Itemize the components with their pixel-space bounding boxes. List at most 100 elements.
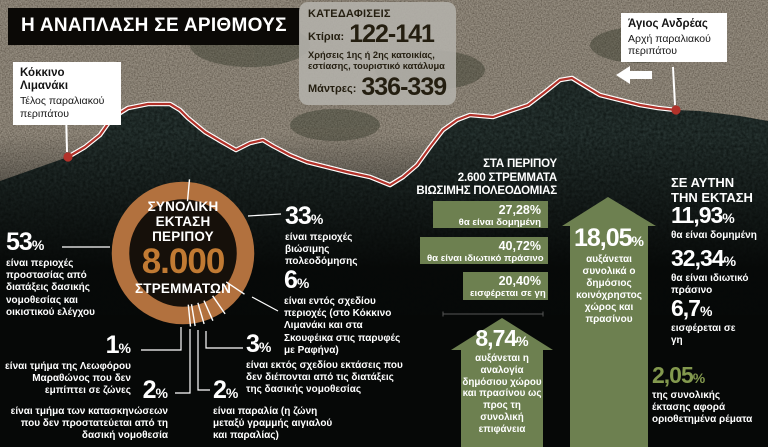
extent-streams-desc: της συνολικής έκτασης αφορά οριοθετημένα…: [652, 390, 753, 426]
callout-end-title: Άγιος Ανδρέας: [628, 18, 708, 30]
total-increase-desc: αυξάνεται συνολικά ο δημόσιος κοινόχρηστ…: [576, 254, 642, 325]
extent-contribution-desc: εισφέρεται σε γη: [671, 323, 736, 347]
extent-stat-streams: 2,05% της συνολικής έκτασης αφορά οριοθε…: [652, 364, 758, 427]
slice-2-beach: 2% είναι παραλία (η ζώνη μεταξύ γραμμής …: [213, 378, 345, 443]
slice-53: 53% είναι περιοχές προστασίας από διατάξ…: [6, 230, 104, 319]
donut-center-line: ΣΥΝΟΛΙΚΗ: [147, 199, 219, 214]
callout-start-title: Κόκκινο Λιμανάκι: [20, 67, 69, 93]
slice-6-desc: είναι εντός σχεδίου περιοχές (στο Κόκκιν…: [284, 296, 401, 356]
slice-6-num: 6: [284, 266, 298, 294]
callout-start-subtitle: Τέλος παραλιακού περιπάτου: [20, 95, 105, 120]
percent-sign: %: [296, 275, 310, 291]
bar-private-green-label: θα είναι ιδιωτικό πράσινο: [427, 253, 544, 265]
extent-stat-built: 11,93% θα είναι δομημένη: [671, 204, 764, 242]
donut-center-line: ΕΚΤΑΣΗ: [155, 214, 211, 230]
total-area-unit: ΣΤΡΕΜΜΑΤΩΝ: [134, 281, 232, 297]
extent-header-line: ΣΕ ΑΥΤΗΝ: [671, 175, 735, 190]
slice-53-num: 53: [6, 228, 33, 256]
donut-chart: [111, 179, 255, 327]
extent-private-green-desc: θα είναι ιδιωτικό πράσινο: [671, 273, 749, 297]
percent-sign: %: [31, 237, 45, 253]
percent-sign: %: [516, 333, 529, 349]
percent-sign: %: [118, 340, 131, 356]
percent-sign: %: [258, 339, 272, 355]
percent-sign: %: [699, 303, 713, 319]
percent-sign: %: [155, 385, 168, 401]
slice-1-num: 1: [105, 331, 120, 359]
slice-1-desc: είναι τμήμα της Λεωφόρου Μαραθώνος που δ…: [5, 361, 131, 397]
slice-2-camps-num: 2: [142, 376, 157, 404]
callout-end-subtitle: Αρχή παραλιακού περιπάτου: [628, 33, 711, 58]
buildable-header-line: ΣΤΑ ΠΕΡΙΠΟΥ: [483, 158, 557, 170]
percent-sign: %: [529, 203, 541, 217]
bar-private-green: 40,72% θα είναι ιδιωτικό πράσινο: [420, 237, 548, 264]
extent-header-line: ΤΗΝ ΕΚΤΑΣΗ: [671, 189, 753, 205]
slice-2-beach-desc: είναι παραλία (η ζώνη μεταξύ γραμμής αιγ…: [213, 406, 333, 442]
donut-segment-dividers: [186, 179, 245, 327]
donut-center-label: ΣΥΝΟΛΙΚΗ ΕΚΤΑΣΗ ΠΕΡΙΠΟΥ 8.000 ΣΤΡΕΜΜΑΤΩΝ: [113, 199, 253, 296]
buildings-label: Κτίρια:: [308, 30, 345, 43]
total-increase-num: 18,05: [573, 224, 633, 252]
bar-land-contribution-num: 20,40: [498, 274, 530, 288]
slice-2-camps-desc: είναι τμήμα των κατασκηνώσεων που δεν πρ…: [10, 406, 168, 442]
leader-lines: [62, 213, 282, 394]
ratio-increase-desc: αυξάνεται η αναλογία δημόσιου χώρου και …: [462, 353, 542, 435]
extent-stat-private-green: 32,34% θα είναι ιδιωτικό πράσινο: [671, 247, 764, 297]
extent-header: ΣΕ ΑΥΤΗΝ ΤΗΝ ΕΚΤΑΣΗ: [671, 175, 753, 205]
buildable-header-line: ΒΙΩΣΙΜΗΣ ΠΟΛΕΟΔΟΜΙΑΣ: [416, 185, 557, 198]
demolitions-panel: ΚΑΤΕΔΑΦΙΣΕΙΣ Κτίρια: 122-141 Χρήσεις 1ης…: [299, 2, 456, 106]
path-end-dot: [671, 105, 681, 115]
bar-built-num: 27,28: [498, 203, 530, 217]
extent-streams-num: 2,05: [652, 362, 694, 388]
slice-1: 1% είναι τμήμα της Λεωφόρου Μαραθώνος πο…: [0, 333, 131, 398]
walls-row: Μάντρες: 336-339: [308, 72, 447, 101]
slice-2-beach-num: 2: [213, 376, 227, 404]
big-increase-arrow: [562, 197, 656, 447]
bar-land-contribution: 20,40% εισφέρεται σε γη: [463, 272, 548, 300]
small-increase-arrow: [451, 318, 553, 447]
bar-built-label: θα είναι δομημένη: [458, 217, 541, 229]
percent-sign: %: [722, 210, 735, 226]
percent-sign: %: [310, 211, 324, 227]
extent-contribution-num: 6,7: [671, 295, 701, 321]
total-area-value: 8.000: [141, 242, 226, 282]
bar-private-green-num: 40,72: [498, 239, 530, 253]
demolitions-title: ΚΑΤΕΔΑΦΙΣΕΙΣ: [308, 8, 391, 20]
extent-private-green-num: 32,34: [671, 245, 725, 271]
bar-built: 27,28% θα είναι δομημένη: [433, 201, 548, 228]
buildings-value: 122-141: [349, 20, 435, 48]
buildings-row: Κτίρια: 122-141: [308, 20, 447, 48]
extent-built-desc: θα είναι δομημένη: [671, 230, 757, 241]
extent-stat-contribution: 6,7% εισφέρεται σε γη: [671, 297, 741, 347]
slice-33: 33% είναι περιοχές βιώσιμης πολεοδόμησης: [285, 204, 367, 269]
slice-53-desc: είναι περιοχές προστασίας από διατάξεις …: [6, 258, 95, 318]
buildable-header-line: 2.600 ΣΤΡΕΜΜΑΤΑ: [457, 171, 557, 184]
end-callout-line: [672, 66, 676, 106]
total-increase-stat: 18,05% αυξάνεται συνολικά ο δημόσιος κοι…: [570, 226, 648, 326]
slice-3-desc: είναι εκτός σχεδίου εκτάσεις που δεν διέ…: [246, 360, 403, 396]
promenade-path: [65, 75, 679, 188]
buildings-note: Χρήσεις 1ης ή 2ης κατοικίας, εστίασης, τ…: [308, 49, 445, 72]
left-pointing-arrow-icon: [616, 66, 652, 84]
page-title: Η ΑΝΑΠΛΑΣΗ ΣΕ ΑΡΙΘΜΟΥΣ: [8, 8, 300, 45]
percent-sign: %: [529, 239, 541, 253]
slice-6: 6% είναι εντός σχεδίου περιοχές (στο Κόκ…: [284, 268, 402, 357]
slice-3-num: 3: [246, 330, 260, 358]
slice-3: 3% είναι εκτός σχεδίου εκτάσεις που δεν …: [246, 332, 408, 397]
path-start-dot: [63, 152, 73, 162]
walls-label: Μάντρες:: [308, 83, 357, 96]
ratio-increase-num: 8,74: [475, 325, 517, 351]
percent-sign: %: [225, 385, 239, 401]
walls-value: 336-339: [361, 72, 447, 101]
extent-built-num: 11,93: [671, 202, 723, 228]
bar-land-contribution-label: εισφέρεται σε γη: [470, 288, 546, 300]
percent-sign: %: [692, 370, 706, 386]
ratio-increase-stat: 8,74% αυξάνεται η αναλογία δημόσιου χώρο…: [461, 327, 543, 435]
donut-center-line: ΠΕΡΙΠΟΥ: [152, 229, 214, 245]
callout-end: Άγιος Ανδρέας Αρχή παραλιακού περιπάτου: [621, 13, 727, 63]
divider-line: [442, 311, 544, 317]
callout-start: Κόκκινο Λιμανάκι Τέλος παραλιακού περιπά…: [13, 62, 121, 125]
percent-sign: %: [723, 253, 737, 269]
slice-33-num: 33: [285, 202, 312, 230]
